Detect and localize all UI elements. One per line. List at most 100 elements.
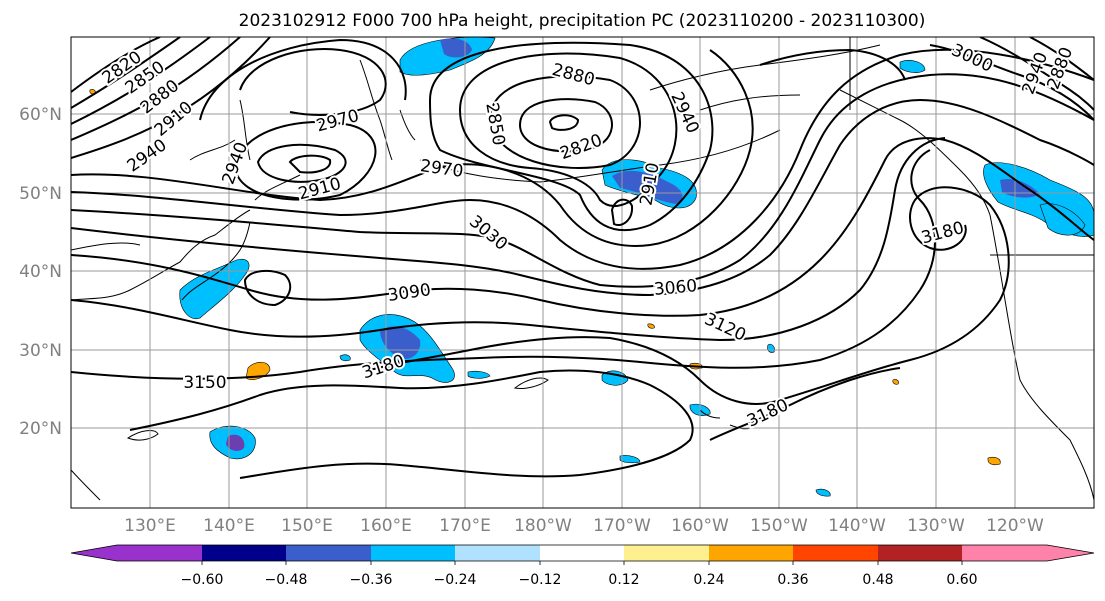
lon-label: 140°E: [203, 516, 255, 536]
contour-ridge-west: [239, 48, 387, 116]
contour-label: 3150: [183, 373, 226, 393]
contour-ridge-west-2: [199, 38, 407, 121]
colorbar-label: 0.24: [693, 572, 724, 588]
contour-label: 2940: [219, 140, 253, 187]
map-frame: [70, 36, 1095, 509]
colorbar-ticks: [201, 561, 963, 565]
precip-core-south: [226, 434, 245, 451]
contour-ne-3: [1029, 37, 1094, 81]
colorbar-segment: [117, 545, 203, 561]
lat-label: 30°N: [19, 341, 62, 361]
contour-2910-w: [71, 37, 241, 141]
contour-2820-center: [548, 114, 580, 131]
colorbar-segment: [962, 545, 1048, 561]
colorbar-outline: [70, 544, 1095, 562]
lon-label: 160°E: [360, 516, 412, 536]
contour-2910-low: [256, 143, 347, 183]
coast-japan: [181, 221, 251, 301]
colorbar-segment: [709, 545, 794, 561]
contour-2820-w: [71, 37, 161, 93]
lat-label: 50°N: [19, 184, 62, 204]
colorbar-segment: [793, 545, 879, 561]
contour-3120: [71, 137, 946, 342]
colorbar-segment: [286, 545, 372, 561]
colorbar-segment: [71, 545, 117, 561]
colorbar-label: −0.24: [434, 572, 477, 588]
contour-3150: [71, 149, 936, 380]
colorbar-segment: [1047, 545, 1094, 561]
precip-area-gulf-alaska: [899, 60, 926, 73]
precip-area-japan: [179, 258, 250, 320]
lon-label: 130°W: [907, 516, 965, 536]
contour-2970-low: [233, 121, 377, 201]
colorbar-label: 0.36: [777, 572, 808, 588]
precip-area-small-5: [339, 354, 351, 362]
lat-label: 60°N: [19, 105, 62, 125]
colorbar-label: −0.36: [350, 572, 393, 588]
lon-label: 140°W: [828, 516, 886, 536]
contour-high-sw: [243, 269, 292, 307]
colorbar-segment: [371, 545, 456, 561]
lon-label: 120°W: [986, 516, 1044, 536]
lon-label: 170°W: [593, 516, 651, 536]
coast-islands-2: [126, 430, 159, 441]
coast-islands-1: [513, 377, 549, 389]
precip-area-small-4: [815, 488, 831, 497]
contour-3090: [71, 137, 1094, 317]
precip-core-aleutian: [612, 170, 683, 204]
contour-3180-b: [129, 369, 694, 479]
lon-label: 150°E: [281, 516, 333, 536]
contour-3000: [71, 48, 1094, 270]
colorbar-segment: [540, 545, 625, 561]
contour-ne-2: [979, 37, 1094, 111]
lon-label: 160°W: [671, 516, 729, 536]
lat-label: 20°N: [19, 419, 62, 439]
precip-core-okhotsk-north: [440, 38, 472, 58]
contour-2940-w: [71, 37, 271, 159]
precip-positive: [89, 89, 1001, 466]
contour-low-small-1: [610, 198, 634, 226]
contour-3030: [71, 73, 1094, 288]
precip-pos-4: [647, 323, 655, 329]
colorbar-segment: [455, 545, 541, 561]
precip-pos-5: [892, 379, 899, 385]
colorbar-label: 0.60: [946, 572, 977, 588]
contour-2880-low-inner: [288, 154, 332, 174]
contour-2910-center: [458, 52, 678, 207]
colorbar-segment: [878, 545, 963, 561]
coast-asia: [71, 99, 301, 301]
contour-3180-hawaii: [709, 367, 901, 441]
colorbar-label: −0.12: [519, 572, 562, 588]
lon-label: 180°W: [514, 516, 572, 536]
precip-area-small-1: [467, 370, 491, 379]
contour-2880-w: [71, 37, 211, 125]
colorbar-segment: [624, 545, 710, 561]
contour-2850-center: [518, 98, 613, 153]
coast-north-america: [989, 214, 1094, 501]
contour-gulf-low: [759, 48, 906, 81]
lon-label: 170°E: [439, 516, 491, 536]
graticule: [71, 37, 1094, 508]
colorbar-label: 0.48: [862, 572, 893, 588]
contour-2880-center: [488, 75, 641, 169]
lat-label: 40°N: [19, 262, 62, 282]
height-contours: [71, 37, 1094, 479]
lon-label: 130°E: [124, 516, 176, 536]
contour-2970-center: [71, 49, 754, 247]
precip-area-northwest-canada: [1039, 203, 1086, 236]
colorbar-label: −0.48: [265, 572, 308, 588]
contour-label: 3060: [653, 276, 698, 300]
contour-3180-a: [369, 186, 1010, 405]
contour-2940-center: [428, 41, 714, 232]
map-title: 2023102912 F000 700 hPa height, precipit…: [239, 11, 926, 31]
precip-area-okhotsk-north: [399, 37, 496, 76]
colorbar-label: 0.12: [608, 572, 639, 588]
precip-pos-3: [987, 456, 1001, 466]
contour-2850-w: [71, 37, 181, 109]
latitude-labels: 60°N 50°N 40°N 30°N 20°N: [19, 105, 62, 439]
longitude-labels: 130°E 140°E 150°E 160°E 170°E 180°W 170°…: [124, 516, 1044, 536]
colorbar: −0.60 −0.48 −0.36 −0.24 −0.12 0.12 0.24 …: [70, 544, 1095, 588]
lon-label: 150°W: [750, 516, 808, 536]
coast-islands-3: [71, 469, 101, 501]
